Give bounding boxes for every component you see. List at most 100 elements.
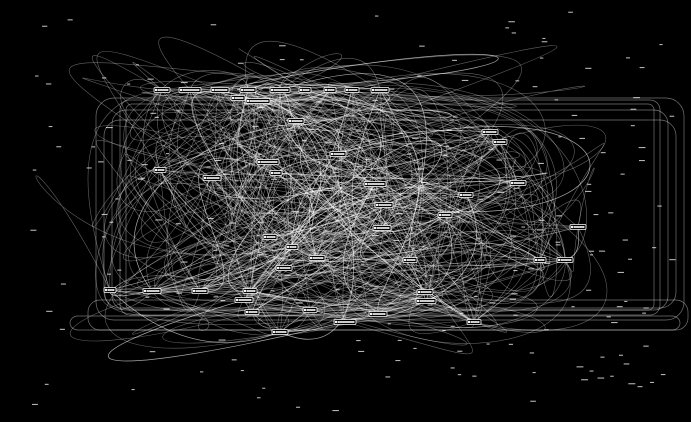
graph-node[interactable] (458, 192, 474, 198)
node-dot (303, 308, 307, 312)
edge-label-mark (396, 198, 401, 200)
graph-node[interactable] (271, 329, 289, 335)
graph-node[interactable] (416, 289, 434, 295)
graph-node[interactable] (372, 225, 392, 231)
node-label-mark (249, 100, 269, 102)
graph-node[interactable] (269, 87, 291, 93)
graph-edge (118, 89, 519, 255)
graph-node[interactable] (234, 297, 254, 303)
graph-node[interactable] (153, 167, 167, 173)
node-label-mark (107, 289, 115, 291)
graph-node[interactable] (239, 87, 257, 93)
edge-label-mark (600, 152, 606, 154)
graph-node[interactable] (287, 118, 305, 124)
edge-label-mark (86, 167, 92, 169)
graph-edge (109, 194, 467, 313)
edge-label-mark (442, 330, 446, 332)
graph-node[interactable] (191, 288, 209, 294)
graph-node[interactable] (153, 87, 171, 93)
edge-label-mark (497, 191, 505, 193)
edge-label-mark (101, 77, 107, 79)
graph-edge (249, 172, 313, 292)
graph-node[interactable] (509, 180, 527, 186)
node-label-mark (419, 300, 435, 302)
graph-edge (151, 207, 431, 302)
graph-edge (377, 213, 507, 333)
graph-node[interactable] (374, 202, 394, 208)
graph-node[interactable] (329, 151, 347, 157)
graph-node[interactable] (308, 255, 326, 261)
graph-edge (236, 89, 397, 229)
graph-node[interactable] (262, 234, 278, 240)
graph-node[interactable] (368, 311, 388, 317)
graph-node[interactable] (245, 98, 271, 104)
graph-node[interactable] (437, 212, 453, 218)
graph-node[interactable] (242, 288, 258, 294)
graph-node[interactable] (202, 175, 222, 181)
graph-node[interactable] (370, 87, 390, 93)
graph-edge (166, 89, 379, 336)
graph-node[interactable] (481, 129, 499, 135)
node-dot (235, 298, 239, 302)
node-dot (154, 88, 158, 92)
graph-edge (251, 89, 395, 251)
graph-node[interactable] (533, 257, 547, 263)
graph-edge (334, 147, 426, 293)
graph-edge (170, 89, 255, 292)
edge-label-mark (585, 190, 592, 192)
graph-edge (425, 126, 491, 302)
graph-node[interactable] (178, 87, 202, 93)
graph-node[interactable] (244, 309, 260, 315)
edge-label-mark (155, 219, 162, 221)
graph-edge (94, 125, 385, 206)
graph-edge (156, 89, 323, 315)
graph-edge (247, 85, 440, 293)
edge-label-mark (452, 116, 458, 118)
edge-label-mark (488, 148, 494, 150)
node-label-mark (214, 89, 228, 91)
graph-node[interactable] (269, 170, 283, 176)
edge-label-mark (521, 226, 526, 228)
edge-label-mark (372, 99, 378, 101)
edge-label-mark (505, 27, 510, 29)
graph-node[interactable] (344, 87, 360, 93)
graph-node[interactable] (230, 95, 246, 101)
graph-edge (68, 62, 381, 179)
graph-node[interactable] (275, 265, 293, 271)
graph-node[interactable] (302, 307, 318, 313)
graph-edge (115, 177, 467, 297)
graph-node[interactable] (556, 257, 574, 263)
graph-node[interactable] (285, 244, 299, 250)
graph-node[interactable] (492, 139, 508, 145)
graph-node[interactable] (402, 257, 418, 263)
graph-node[interactable] (569, 224, 587, 230)
graph-node[interactable] (415, 298, 437, 304)
graph-edge (288, 124, 541, 261)
graph-node[interactable] (103, 287, 117, 293)
node-label-mark (462, 194, 472, 196)
graph-edge (153, 89, 464, 222)
edge-label-mark (236, 88, 241, 90)
node-label-mark (302, 89, 310, 91)
edge-label-mark (274, 217, 278, 219)
graph-edge (279, 89, 475, 323)
graph-node[interactable] (256, 159, 280, 165)
node-dot (104, 288, 108, 292)
edge-label-mark (554, 99, 559, 101)
graph-node[interactable] (363, 181, 387, 187)
node-dot (375, 203, 379, 207)
graph-node[interactable] (210, 87, 230, 93)
edge-label-mark (237, 62, 244, 64)
graph-node[interactable] (142, 288, 162, 294)
graph-edge (189, 89, 297, 122)
graph-node[interactable] (323, 87, 337, 93)
node-dot (534, 258, 538, 262)
node-label-mark (291, 120, 303, 122)
graph-edge (238, 48, 306, 91)
graph-node[interactable] (466, 319, 482, 325)
graph-node[interactable] (298, 87, 312, 93)
node-dot (373, 226, 377, 230)
graph-node[interactable] (333, 319, 357, 325)
edge-label-mark (206, 166, 211, 168)
node-dot (240, 88, 244, 92)
